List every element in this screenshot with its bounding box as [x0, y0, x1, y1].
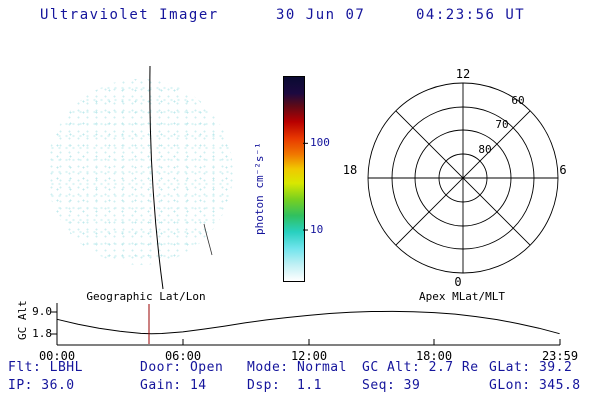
status-flt: Flt: LBHL — [8, 360, 83, 375]
colorbar-unit-label: photon cm⁻²s⁻¹ — [253, 142, 266, 235]
gc-alt-curve — [56, 310, 560, 335]
x-tick-label-0600: 06:00 — [164, 349, 202, 363]
uv-image-disk — [47, 79, 233, 265]
polar-ring-70 — [414, 129, 512, 227]
status-glon: GLon: 345.8 — [489, 378, 581, 393]
polar-ring-80 — [438, 153, 488, 203]
x-tick-label-2359: 23:59 — [541, 349, 579, 363]
status-gc-alt: GC Alt: 2.7 Re — [362, 360, 479, 375]
x-tick-label-0000: 00:00 — [38, 349, 76, 363]
polar-spoke-diag-nesw — [395, 110, 531, 246]
y-tick-label-1.8: 1.8 — [32, 327, 52, 340]
header-time: 04:23:56 UT — [416, 7, 526, 23]
status-door: Door: Open — [140, 360, 224, 375]
polar-ring-label-60: 60 — [511, 94, 524, 107]
x-tick-label-1200: 12:00 — [290, 349, 328, 363]
polar-ring-label-80: 80 — [478, 143, 491, 156]
status-seq: Seq: 39 — [362, 378, 421, 393]
page-title: Ultraviolet Imager — [40, 7, 219, 23]
colorbar-tick-label-1: 10 — [310, 223, 324, 237]
polar-ring-label-70: 70 — [495, 118, 508, 131]
header-date: 30 Jun 07 — [276, 7, 366, 23]
x-tick-label-1800: 18:00 — [415, 349, 453, 363]
polar-ring-outer — [367, 82, 559, 274]
status-ip: IP: 36.0 — [8, 378, 75, 393]
status-dsp: Dsp: 1.1 — [247, 378, 322, 393]
colorbar-gradient — [283, 76, 305, 282]
polar-label-12: 12 — [456, 67, 470, 81]
polar-spoke-diag-nwse — [395, 110, 531, 246]
polar-ring-60 — [391, 106, 535, 250]
y-tick-label-9.0: 9.0 — [32, 305, 52, 318]
status-glat: GLat: 39.2 — [489, 360, 573, 375]
status-gain: Gain: 14 — [140, 378, 207, 393]
caption-geographic-latlon: Geographic Lat/Lon — [86, 290, 206, 303]
polar-label-0: 0 — [454, 275, 461, 289]
caption-apex-mlat-mlt: Apex MLat/MLT — [418, 290, 506, 303]
timeline-axes — [51, 303, 561, 346]
polar-label-18: 18 — [343, 163, 357, 177]
polar-label-6: 6 — [559, 163, 566, 177]
polar-grid — [367, 82, 559, 274]
status-mode: Mode: Normal — [247, 360, 347, 375]
colorbar-tick-label-0: 100 — [310, 136, 330, 150]
